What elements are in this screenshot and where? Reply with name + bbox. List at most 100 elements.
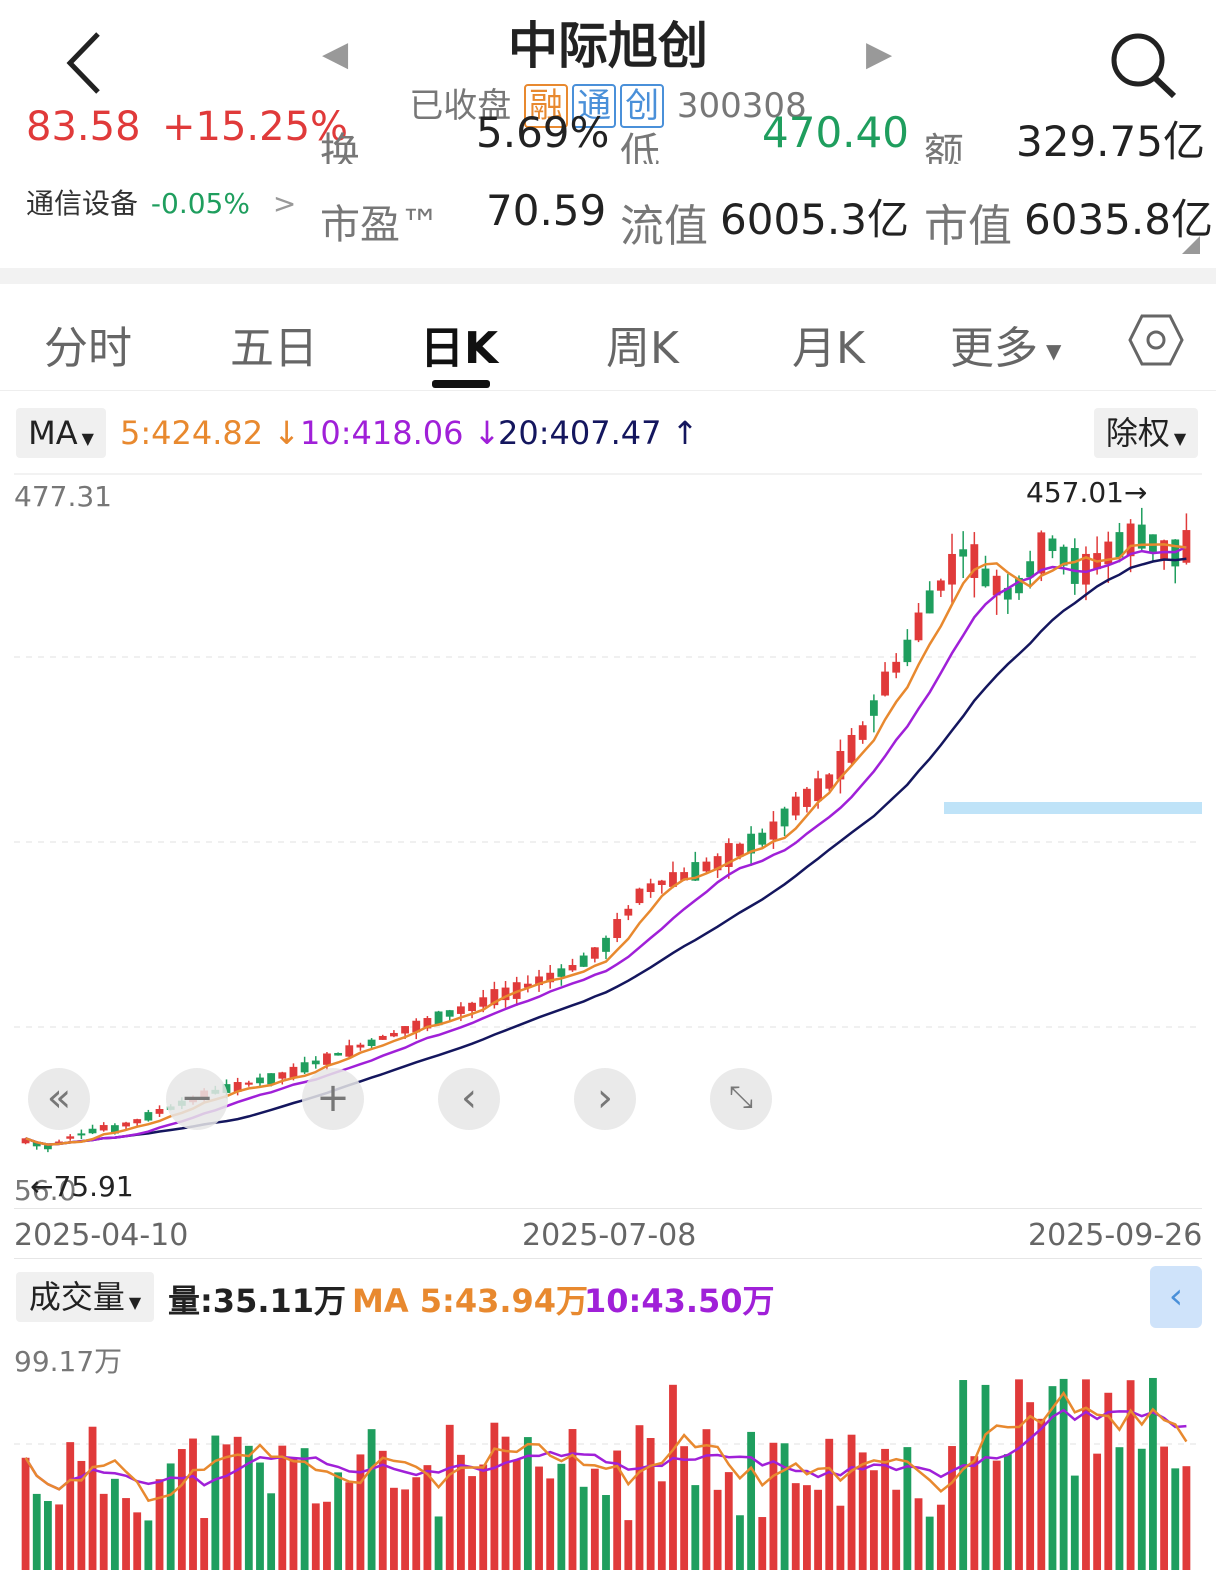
volume-bar (624, 1520, 633, 1570)
candle-body (568, 965, 577, 971)
settings-button[interactable] (1128, 312, 1184, 368)
candle-body (981, 568, 990, 587)
cap-label: 市值 (924, 201, 1012, 252)
zoom-in-button[interactable]: + (302, 1068, 364, 1130)
candle-body (1037, 532, 1046, 574)
candle-body (256, 1077, 264, 1084)
candle-body (88, 1128, 97, 1134)
candle-body (311, 1060, 320, 1065)
tab-five-day[interactable]: 五日 (230, 323, 318, 374)
volume-bar (267, 1493, 276, 1570)
candle-body (881, 671, 889, 696)
candle-body (43, 1145, 52, 1150)
volume-ma10-line (24, 1408, 1187, 1491)
volume-bar (1115, 1447, 1124, 1570)
candle-body (378, 1035, 387, 1040)
adjust-selector[interactable]: 除权 ▼ (1094, 408, 1198, 458)
tab-daily-k[interactable]: 日K (420, 323, 499, 374)
ma10-value: 10:418.06 ↓ (300, 414, 501, 452)
stat-change-value: 83.58 (26, 104, 141, 150)
prev-stock-icon[interactable]: ◀ (322, 34, 349, 74)
candle-body (780, 808, 789, 827)
volume-bar (1026, 1402, 1035, 1570)
candle-body (490, 989, 499, 1006)
volume-bar (747, 1431, 756, 1570)
volume-bar (1082, 1379, 1090, 1570)
pe-value: 70.59 (486, 186, 607, 235)
back-button[interactable] (60, 28, 120, 98)
candle-body (724, 843, 733, 867)
volume-bar (981, 1384, 990, 1570)
scroll-right-button[interactable]: › (574, 1068, 636, 1130)
tab-monthly-k[interactable]: 月K (792, 323, 865, 374)
industry-link[interactable]: 通信设备 -0.05% > (26, 182, 296, 222)
candle-body (233, 1082, 242, 1092)
volume-bar (1149, 1377, 1157, 1570)
candle-body (803, 788, 811, 807)
fullscreen-button[interactable]: ⤡ (710, 1068, 772, 1130)
tab-intraday[interactable]: 分时 (44, 323, 132, 374)
volume-selector[interactable]: 成交量 ▼ (16, 1272, 154, 1322)
scroll-left-button[interactable]: ‹ (438, 1068, 500, 1130)
candle-body (747, 833, 756, 854)
volume-bar (791, 1483, 800, 1570)
tab-more[interactable]: 更多 ▼ (950, 312, 1061, 376)
volume-bar (300, 1448, 309, 1570)
candle-body (702, 861, 711, 872)
collapse-panel-button[interactable]: ‹ (1150, 1266, 1202, 1328)
candle-body (613, 919, 622, 939)
volume-bar (390, 1487, 398, 1570)
ma-selector[interactable]: MA ▼ (16, 408, 106, 458)
industry-change: -0.05% (150, 187, 250, 220)
volume-bar (836, 1505, 845, 1570)
volume-bar (1048, 1386, 1057, 1570)
candle-body (1104, 541, 1113, 565)
volume-bar (512, 1459, 521, 1570)
volume-bar (713, 1489, 722, 1570)
tag-chinext: 创 (620, 84, 665, 128)
volume-bar (914, 1498, 923, 1570)
volume-chart (14, 1377, 1202, 1570)
volume-bar (1003, 1454, 1012, 1570)
price-band (944, 802, 1202, 814)
volume-bar (724, 1472, 733, 1570)
turnover-value: 5.69% (476, 108, 610, 157)
tag-margin: 融 (524, 84, 569, 128)
volume-bar (1059, 1378, 1068, 1570)
volume-bar (189, 1438, 197, 1570)
volume-bar (657, 1481, 666, 1570)
volume-bar (948, 1446, 956, 1570)
volume-bar (21, 1457, 30, 1570)
volume-bar (635, 1425, 644, 1570)
candle-body (434, 1011, 443, 1026)
hexagon-settings-icon (1128, 314, 1184, 366)
candle-body (267, 1073, 276, 1085)
zoom-out-button[interactable]: − (166, 1068, 228, 1130)
volume-bar (66, 1442, 75, 1570)
candle-body (579, 955, 588, 967)
tab-weekly-k[interactable]: 周K (606, 323, 679, 374)
scroll-left-fast-button[interactable]: « (28, 1068, 90, 1130)
dropdown-icon: ▼ (1046, 339, 1062, 363)
candle-body (456, 1006, 465, 1014)
volume-value: 量:35.11万 (168, 1282, 347, 1320)
volume-bar (233, 1436, 242, 1570)
next-stock-icon[interactable]: ▶ (866, 34, 893, 74)
volume-bar (456, 1454, 465, 1570)
industry-name: 通信设备 (26, 187, 139, 220)
volume-bar (881, 1448, 889, 1570)
volume-bar (1104, 1392, 1113, 1570)
turnover-label: 换 (320, 130, 360, 164)
market-status: 已收盘 (409, 86, 512, 126)
candle-body (55, 1141, 63, 1144)
volume-bar (992, 1460, 1001, 1570)
volume-label: 成交量 (28, 1278, 125, 1316)
candle-body (680, 872, 689, 881)
search-button[interactable] (1106, 30, 1180, 100)
expand-corner-icon[interactable] (1182, 236, 1200, 254)
candle-body (791, 796, 800, 816)
volume-bar (256, 1462, 264, 1570)
candle-body (21, 1138, 30, 1144)
volume-bar (378, 1450, 387, 1570)
search-icon (1111, 33, 1177, 99)
